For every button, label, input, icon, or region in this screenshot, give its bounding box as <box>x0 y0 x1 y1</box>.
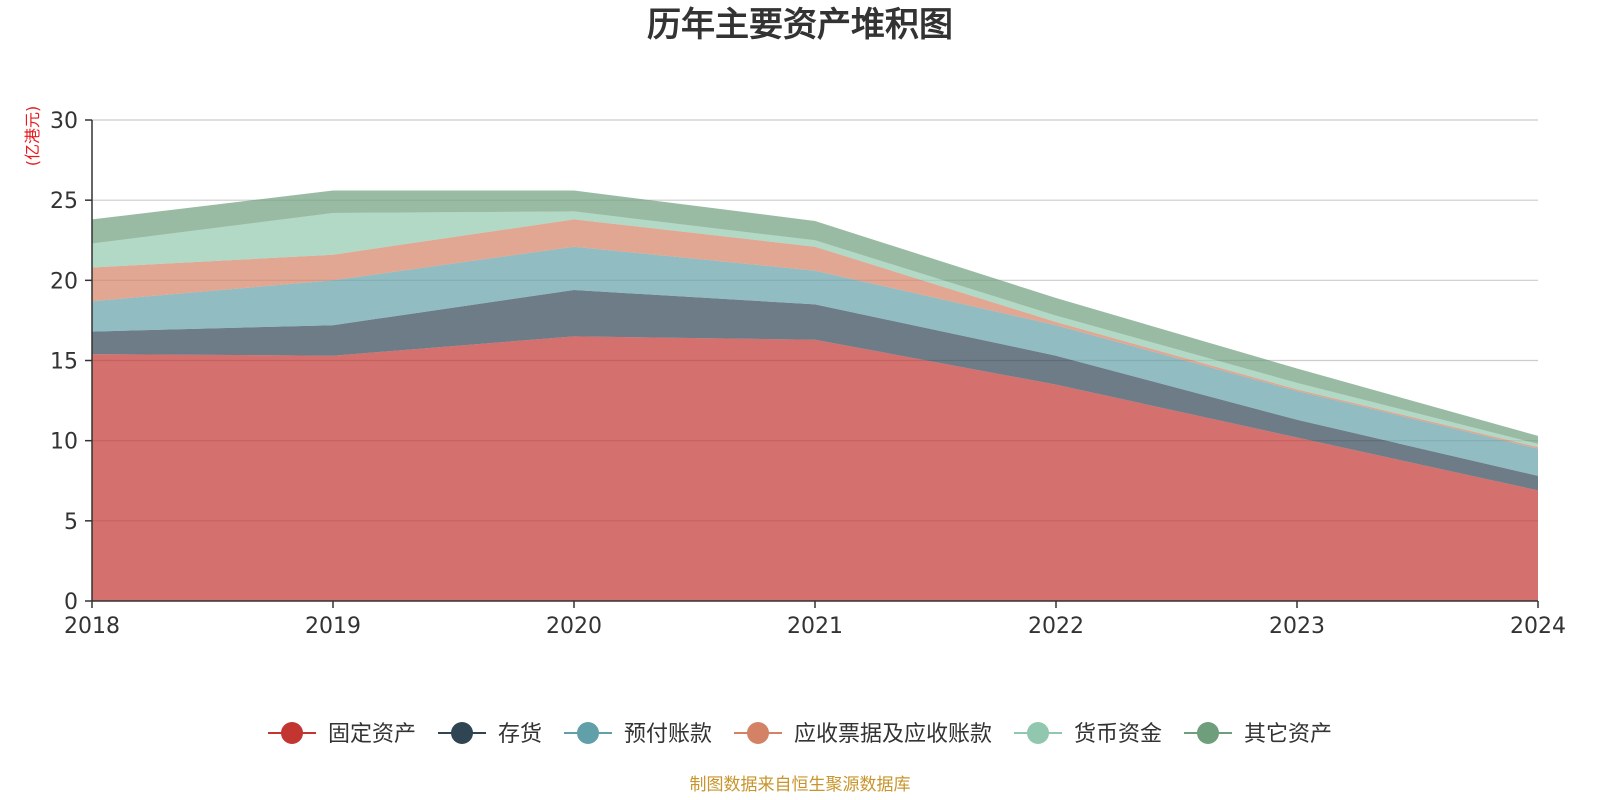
x-tick-label: 2020 <box>546 614 602 639</box>
area-应收票据及应收账款 <box>92 219 1538 449</box>
y-tick-label: 5 <box>64 510 78 535</box>
x-tick-label: 2022 <box>1028 614 1084 639</box>
area-series <box>92 190 1538 601</box>
legend-marker <box>1197 722 1219 744</box>
legend-marker <box>747 722 769 744</box>
legend-label: 应收票据及应收账款 <box>794 722 992 747</box>
legend-item: 应收票据及应收账款 <box>734 722 992 747</box>
legend-label: 货币资金 <box>1074 722 1162 747</box>
legend-marker <box>451 722 473 744</box>
chart-title: 历年主要资产堆积图 <box>647 5 953 45</box>
area-存货 <box>92 290 1538 491</box>
legend-label: 固定资产 <box>328 722 416 747</box>
y-axis-unit-label: (亿港元) <box>23 106 42 167</box>
y-tick-label: 10 <box>50 430 78 455</box>
x-tick-label: 2019 <box>305 614 361 639</box>
y-tick-label: 0 <box>64 590 78 615</box>
legend-label: 预付账款 <box>624 722 712 747</box>
x-tick-label: 2024 <box>1510 614 1566 639</box>
area-固定资产 <box>92 336 1538 601</box>
legend-marker <box>577 722 599 744</box>
legend-item: 货币资金 <box>1014 722 1162 747</box>
area-预付账款 <box>92 246 1538 476</box>
legend-label: 存货 <box>498 722 542 747</box>
legend-label: 其它资产 <box>1244 722 1332 747</box>
legend-item: 其它资产 <box>1184 722 1332 747</box>
legend: 固定资产 存货 预付账款 应收票据及应收账款 货币资金 其它资产 <box>268 722 1332 747</box>
y-tick-label: 20 <box>50 269 78 294</box>
y-tick-label: 15 <box>50 350 78 375</box>
legend-item: 固定资产 <box>268 722 416 747</box>
x-tick-label: 2023 <box>1269 614 1325 639</box>
x-tick-label: 2018 <box>64 614 120 639</box>
area-货币资金 <box>92 211 1538 448</box>
x-tick-label: 2021 <box>787 614 843 639</box>
legend-item: 预付账款 <box>564 722 712 747</box>
legend-marker <box>1027 722 1049 744</box>
legend-marker <box>281 722 303 744</box>
axes: 0 5 10 15 20 25 30 2018 2019 2020 2021 2022 2023 2024 <box>50 109 1566 639</box>
legend-item: 存货 <box>438 722 542 747</box>
y-tick-label: 25 <box>50 189 78 214</box>
y-tick-label: 30 <box>50 109 78 134</box>
data-source-note: 制图数据来自恒生聚源数据库 <box>690 775 911 795</box>
area-其它资产 <box>92 190 1538 444</box>
